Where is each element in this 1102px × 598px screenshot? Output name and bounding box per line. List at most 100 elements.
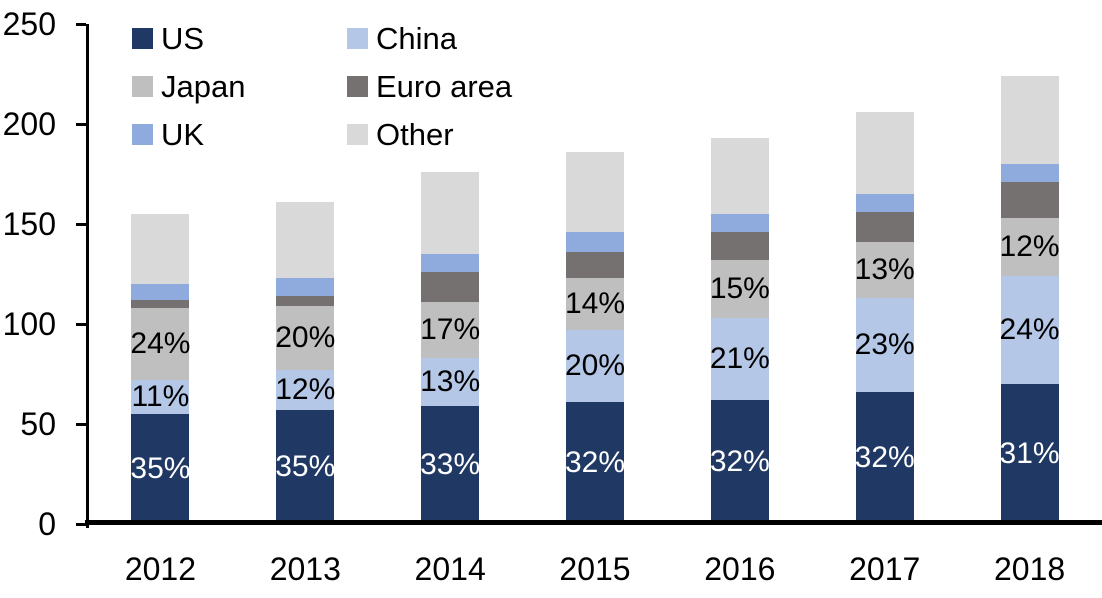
bar-segment-japan-2015 <box>566 278 624 330</box>
bar-segment-japan-2016 <box>710 260 769 318</box>
x-axis-label-2014: 2014 <box>414 551 486 587</box>
bar-segment-uk-2018 <box>1000 164 1059 182</box>
legend-item-other: Other <box>347 118 454 151</box>
y-axis-label-200: 200 <box>2 106 56 142</box>
bar-segment-other-2017 <box>855 112 914 194</box>
bar-segment-japan-2013 <box>276 306 335 370</box>
y-axis-tick-50 <box>76 423 86 426</box>
y-axis-label-0: 0 <box>38 506 56 542</box>
x-axis-label-2012: 2012 <box>124 551 197 587</box>
y-axis-tick-200 <box>76 123 86 126</box>
bar-segment-us-2017 <box>855 392 914 524</box>
bar-segment-uk-2014 <box>421 254 480 272</box>
y-axis-label-150: 150 <box>2 206 56 242</box>
y-axis-line <box>86 24 89 528</box>
segment-label-china-2018: 24% <box>999 313 1060 346</box>
bar-segment-us-2014 <box>421 406 480 524</box>
bar-segment-us-2012 <box>131 414 190 524</box>
bar-segment-euro-area-2017 <box>855 212 914 242</box>
y-axis-tick-250 <box>76 23 86 26</box>
bar-segment-china-2014 <box>421 358 480 406</box>
bar-segment-euro-area-2018 <box>1000 182 1059 218</box>
bar-segment-other-2012 <box>131 214 190 284</box>
segment-label-china-2016: 21% <box>709 342 770 375</box>
legend-swatch-euro-area <box>347 76 368 97</box>
bar-segment-us-2016 <box>710 400 769 524</box>
bar-segment-uk-2017 <box>855 194 914 212</box>
segment-label-china-2013: 12% <box>275 373 336 406</box>
legend-label-euro-area: Euro area <box>376 69 513 104</box>
bar-segment-euro-area-2012 <box>131 300 190 308</box>
bar-segment-china-2018 <box>1000 276 1059 384</box>
y-axis-label-250: 250 <box>2 6 56 42</box>
legend-item-japan: Japan <box>132 70 245 103</box>
legend-item-euro-area: Euro area <box>347 70 512 103</box>
segment-label-japan-2016: 15% <box>709 272 770 305</box>
y-axis-tick-100 <box>76 323 86 326</box>
segment-label-china-2017: 23% <box>854 328 915 361</box>
segment-label-us-2017: 32% <box>854 441 915 474</box>
x-axis-label-2018: 2018 <box>993 551 1066 587</box>
segment-label-japan-2014: 17% <box>420 313 481 346</box>
bar-segment-uk-2013 <box>276 278 335 296</box>
segment-label-china-2012: 11% <box>131 380 190 413</box>
bar-segment-uk-2016 <box>710 214 769 232</box>
x-axis-label-2013: 2013 <box>269 551 341 587</box>
legend-label-japan: Japan <box>161 69 246 104</box>
y-axis-label-100: 100 <box>2 306 56 342</box>
bar-segment-us-2013 <box>276 410 335 524</box>
bar-segment-other-2015 <box>566 152 624 232</box>
legend-swatch-japan <box>132 76 153 97</box>
segment-label-us-2012: 35% <box>130 452 191 485</box>
bar-segment-other-2018 <box>1000 76 1059 164</box>
legend-item-uk: UK <box>132 118 204 151</box>
bar-segment-china-2012 <box>131 380 190 414</box>
bar-segment-japan-2014 <box>421 302 480 358</box>
legend-swatch-us <box>132 28 153 49</box>
segment-label-china-2014: 13% <box>420 365 481 398</box>
y-axis-tick-0 <box>76 523 86 526</box>
bar-segment-china-2017 <box>855 298 914 392</box>
legend-label-uk: UK <box>161 117 205 152</box>
segment-label-us-2013: 35% <box>275 450 336 483</box>
x-axis-label-2017: 2017 <box>849 551 921 587</box>
bar-segment-us-2015 <box>566 402 624 524</box>
bar-segment-other-2014 <box>421 172 480 254</box>
bar-segment-euro-area-2015 <box>566 252 624 278</box>
legend-swatch-other <box>347 124 368 145</box>
legend-item-china: China <box>347 22 457 55</box>
y-axis-tick-150 <box>76 223 86 226</box>
segment-label-us-2016: 32% <box>709 445 770 478</box>
legend-label-us: US <box>161 21 205 56</box>
bar-segment-euro-area-2013 <box>276 296 335 306</box>
legend-item-us: US <box>132 22 204 55</box>
segment-label-us-2018: 31% <box>999 437 1060 470</box>
x-axis-label-2015: 2015 <box>559 551 631 587</box>
bar-segment-us-2018 <box>1000 384 1059 524</box>
legend-label-china: China <box>376 21 457 56</box>
bar-segment-other-2016 <box>710 138 769 214</box>
segment-label-china-2015: 20% <box>564 349 626 382</box>
segment-label-japan-2017: 13% <box>854 253 915 286</box>
bar-segment-japan-2012 <box>131 308 190 380</box>
segment-label-japan-2018: 12% <box>999 230 1060 263</box>
legend-label-other: Other <box>376 117 454 152</box>
bar-segment-china-2015 <box>566 330 624 402</box>
legend-swatch-china <box>347 28 368 49</box>
segment-label-japan-2015: 14% <box>564 287 626 320</box>
segment-label-us-2014: 33% <box>420 448 481 481</box>
x-axis-line <box>85 520 1102 525</box>
segment-label-japan-2013: 20% <box>275 321 336 354</box>
segment-label-japan-2012: 24% <box>130 327 191 360</box>
bar-segment-euro-area-2014 <box>421 272 480 302</box>
bar-segment-other-2013 <box>276 202 335 278</box>
bar-segment-china-2016 <box>710 318 769 400</box>
bar-segment-japan-2018 <box>1000 218 1059 276</box>
segment-label-us-2015: 32% <box>564 446 626 479</box>
bar-segment-euro-area-2016 <box>710 232 769 260</box>
legend-swatch-uk <box>132 124 153 145</box>
y-axis-label-50: 50 <box>20 406 56 442</box>
bar-segment-japan-2017 <box>855 242 914 298</box>
bar-segment-china-2013 <box>276 370 335 410</box>
